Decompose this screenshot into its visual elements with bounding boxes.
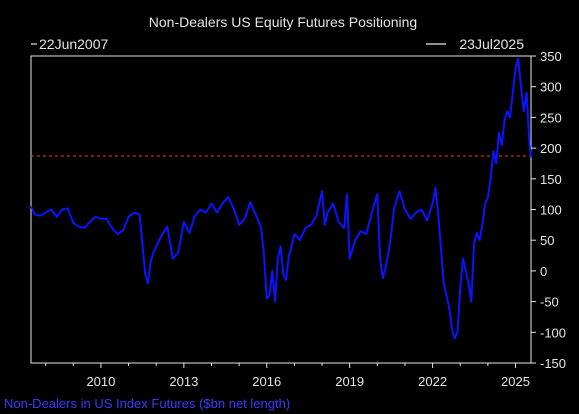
y-tick-label: 200 xyxy=(540,141,562,156)
y-tick-label: 50 xyxy=(540,233,554,248)
y-tick-label: 0 xyxy=(540,264,547,279)
x-tick-label: 2022 xyxy=(418,374,447,389)
x-tick-label: 2016 xyxy=(252,374,281,389)
end-date-label: 23Jul2025 xyxy=(459,36,524,52)
x-tick-label: 2010 xyxy=(86,374,115,389)
y-tick-label: -50 xyxy=(540,295,559,310)
x-tick-label: 2013 xyxy=(169,374,198,389)
x-tick-label: 2025 xyxy=(501,374,530,389)
y-tick-label: 300 xyxy=(540,80,562,95)
y-tick-label: 350 xyxy=(540,49,562,64)
y-tick-label: -100 xyxy=(540,325,566,340)
plot-frame xyxy=(30,55,532,364)
y-tick-label: 100 xyxy=(540,203,562,218)
x-tick-label: 2019 xyxy=(335,374,364,389)
chart-title: Non-Dealers US Equity Futures Positionin… xyxy=(149,14,417,30)
start-date-label: 22Jun2007 xyxy=(39,36,109,52)
y-tick-label: 250 xyxy=(540,110,562,125)
y-tick-label: 150 xyxy=(540,172,562,187)
legend-label: Non-Dealers in US Index Futures ($bn net… xyxy=(4,396,290,411)
series-line xyxy=(30,58,532,340)
y-tick-label: -150 xyxy=(540,356,566,371)
